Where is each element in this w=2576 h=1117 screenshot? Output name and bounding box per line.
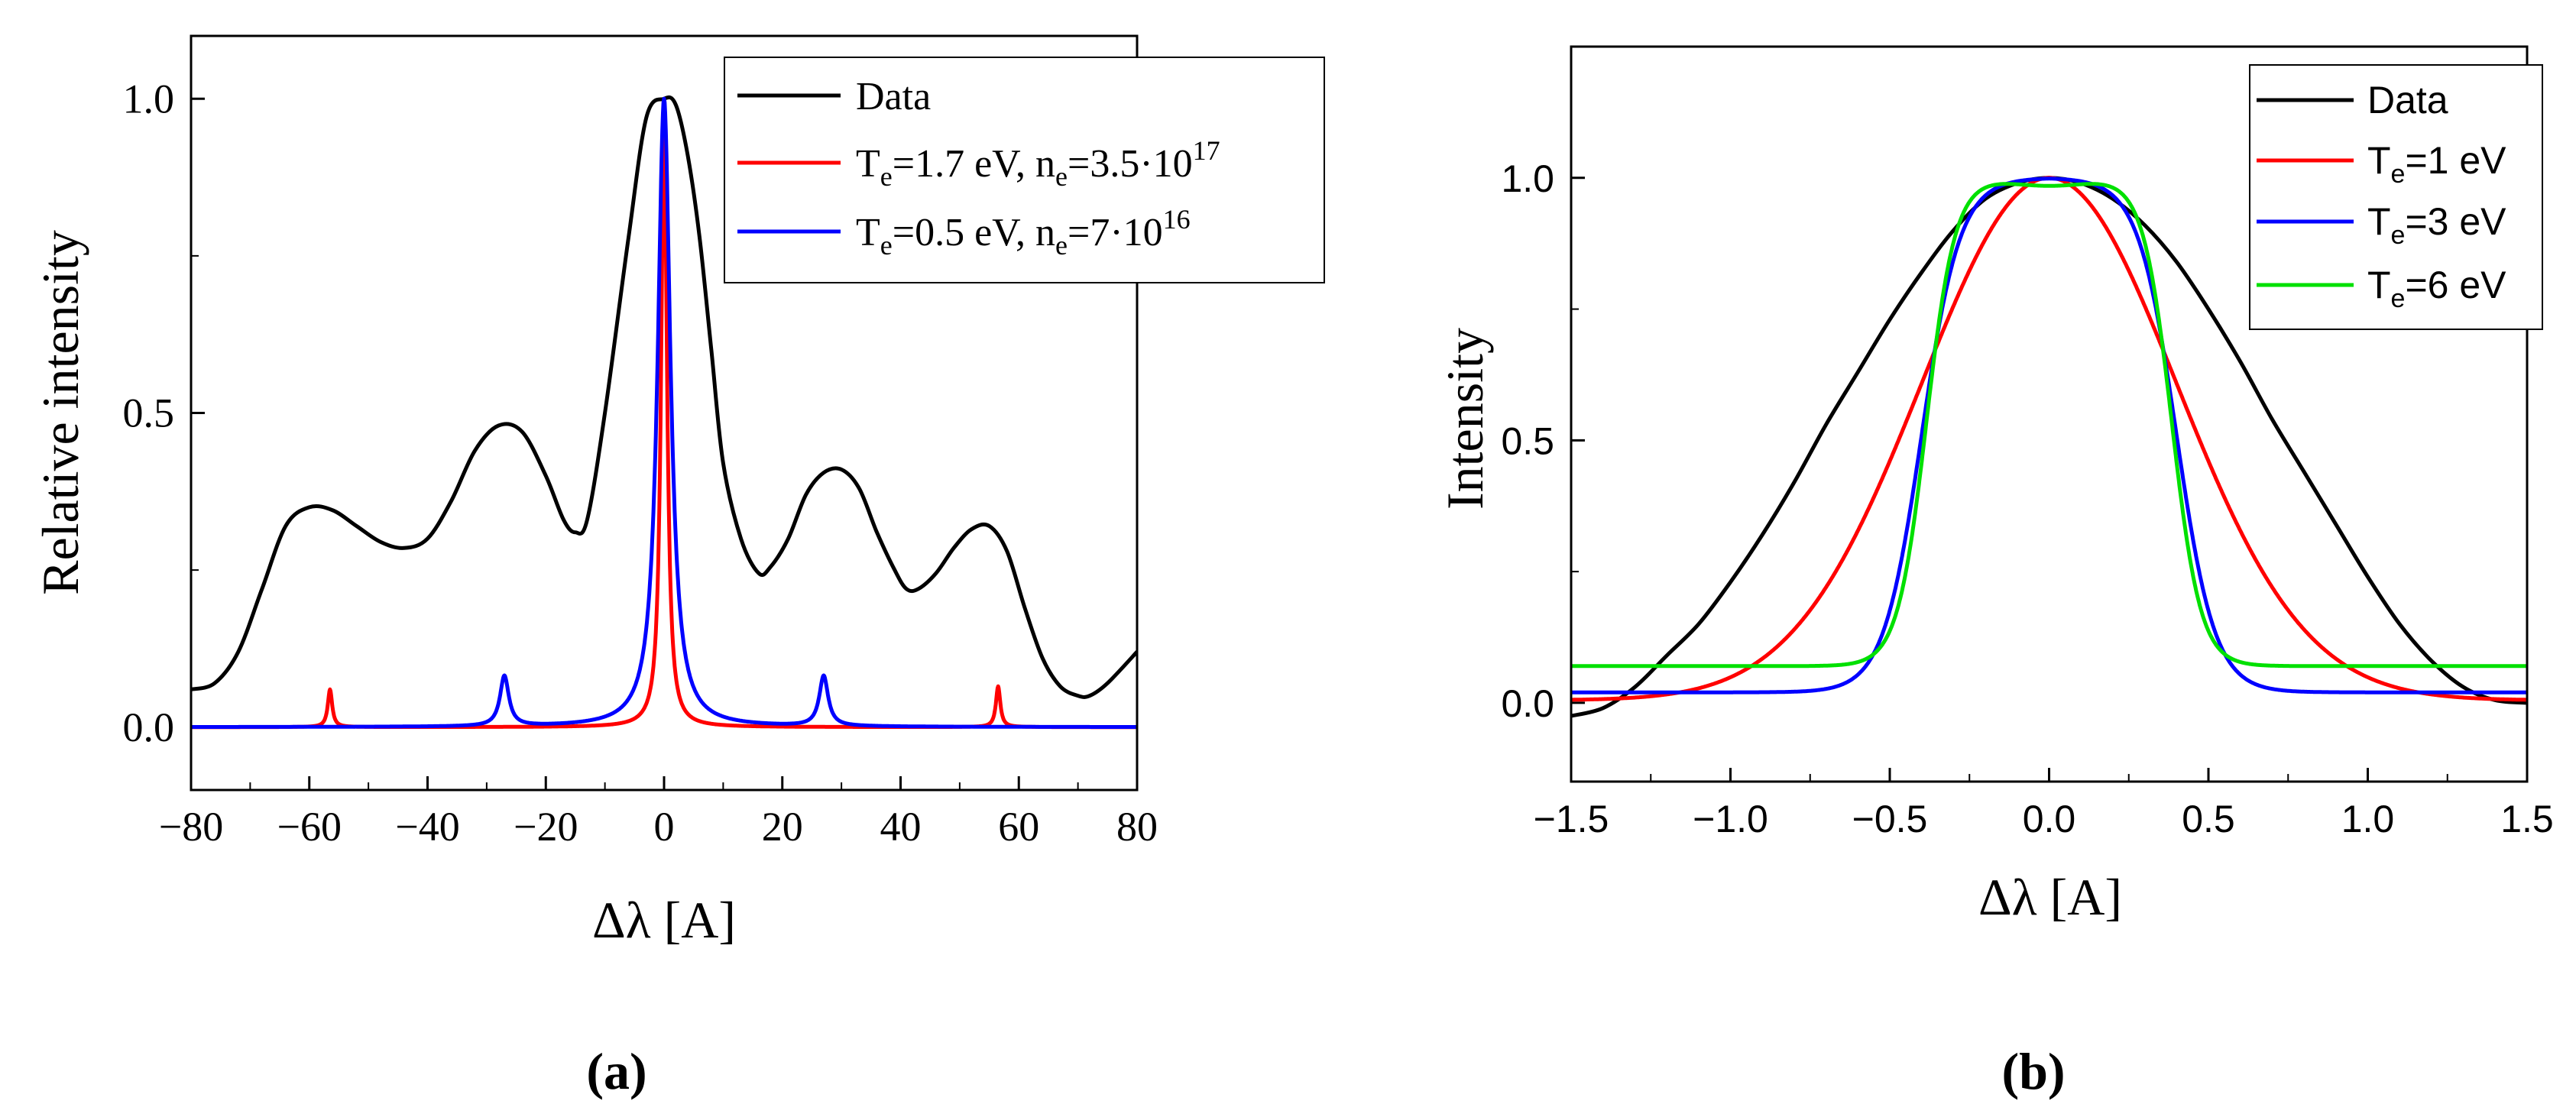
panel-b-y-axis-label: Intensity (1436, 328, 1494, 510)
panel-a-xtick-label: 40 (880, 804, 922, 850)
panel-a-x-axis-label: Δλ [A] (592, 891, 736, 949)
panel-b-ytick-label: 0.0 (1501, 682, 1554, 725)
panel-b-series-te-3-ev (1571, 176, 2527, 694)
panel-a-ytick-label: 1.0 (123, 76, 175, 121)
chart-panel-a: −80 −60 −40 −20 0 20 40 60 80 0.0 0.5 1.0 Relative … (31, 34, 1325, 1100)
panel-a-y-axis-label: Relative intensity (31, 230, 89, 595)
panel-a-legend: Data Te=1.7 eV, ne=3.5·1017 Te=0.5 eV, n… (724, 57, 1325, 283)
panel-a-xtick-label: 80 (1116, 804, 1158, 850)
panel-a-xtick-label: 0 (654, 804, 675, 850)
panel-a-xtick-label: −40 (395, 804, 459, 850)
panel-b-figure-label: (b) (2001, 1042, 2065, 1100)
panel-a-series-data (191, 95, 1137, 699)
panel-b-axes-frame (1570, 45, 2529, 783)
panel-a-ytick-label: 0.5 (123, 390, 175, 436)
panel-a-tick-labels: −80 −60 −40 −20 0 20 40 60 80 0.0 0.5 1.0 (123, 76, 1158, 850)
panel-b-xtick-label: 1.5 (2500, 798, 2554, 840)
panel-a-legend-label-data: Data (856, 75, 931, 118)
panel-a-xtick-label: 60 (998, 804, 1039, 850)
panel-b-x-axis-label: Δλ [A] (1978, 868, 2122, 926)
panel-a-figure-label: (a) (586, 1042, 646, 1100)
panel-b-ytick-label: 0.5 (1501, 419, 1554, 462)
panel-a-series (191, 95, 1137, 730)
panel-a-ticks (190, 97, 1139, 790)
panel-a-ytick-label: 0.0 (123, 704, 175, 750)
panel-a-xtick-label: −80 (159, 804, 223, 850)
panel-b-legend-label-te1: Te=1 eV (2367, 139, 2506, 189)
panel-a-axes-frame (190, 34, 1139, 792)
chart-panel-b: −1.5 −1.0 −0.5 0.0 0.5 1.0 1.5 0.0 0.5 1.0 Intens… (1436, 45, 2554, 1100)
panel-a-xtick-label: −60 (277, 804, 342, 850)
panel-a-xtick-label: −20 (514, 804, 578, 850)
panel-a-xtick-label: 20 (762, 804, 803, 850)
panel-a-legend-label-te05: Te=0.5 eV, ne=7·1016 (856, 204, 1191, 261)
panel-b-xtick-label: 0.0 (2023, 798, 2076, 840)
panel-b-legend-label-te6: Te=6 eV (2367, 264, 2506, 313)
panel-b-ytick-label: 1.0 (1501, 157, 1554, 200)
panel-b-xtick-label: 1.0 (2341, 798, 2395, 840)
panel-a-legend-label-te17: Te=1.7 eV, ne=3.5·1017 (856, 135, 1220, 192)
panel-b-legend-label-data: Data (2367, 79, 2448, 121)
panel-b-series (1571, 176, 2527, 718)
panel-b-legend: Data Te=1 eV Te=3 eV Te=6 eV (2249, 64, 2543, 330)
panel-b-xtick-label: −1.5 (1534, 798, 1609, 840)
panel-a-series-te-0-5-ev-ne-7-10-16 (191, 96, 1137, 729)
panel-b-tick-labels: −1.5 −1.0 −0.5 0.0 0.5 1.0 1.5 0.0 0.5 1.0 (1501, 157, 2553, 840)
panel-b-xtick-label: 0.5 (2182, 798, 2235, 840)
panel-b-legend-label-te3: Te=3 eV (2367, 200, 2506, 250)
panel-b-xtick-label: −1.0 (1693, 798, 1768, 840)
panel-b-series-te-6-ev (1571, 182, 2527, 669)
panel-b-xtick-label: −0.5 (1852, 798, 1928, 840)
